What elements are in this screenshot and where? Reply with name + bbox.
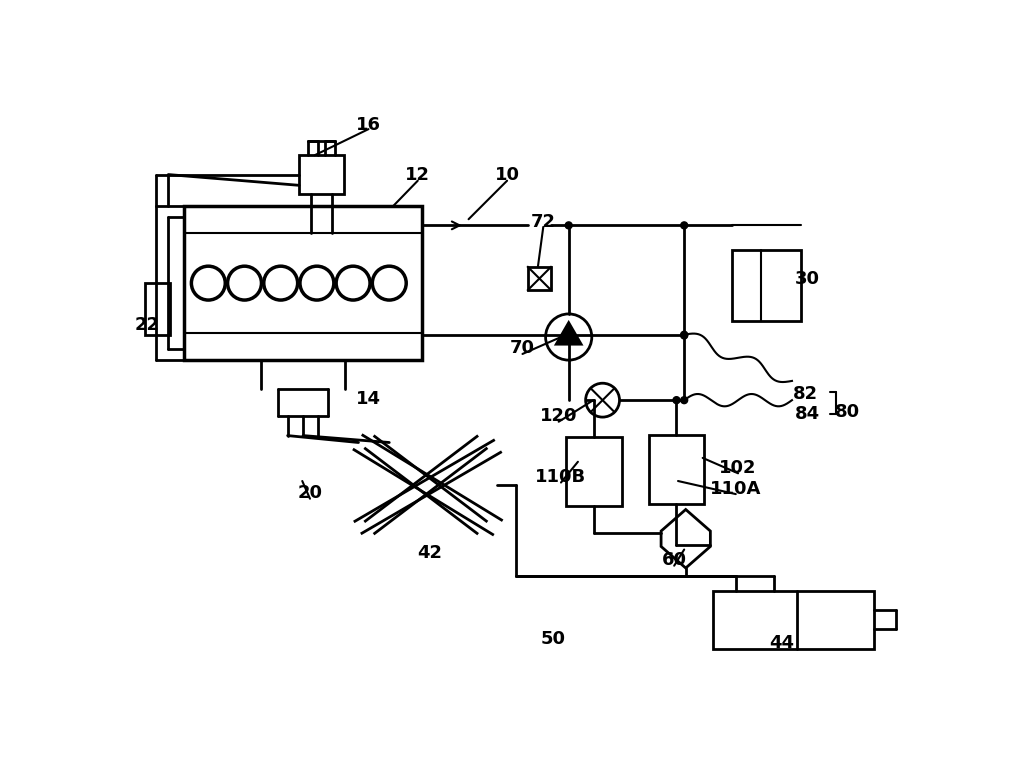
Circle shape [565, 332, 572, 339]
Text: 110A: 110A [710, 480, 761, 498]
Text: 50: 50 [541, 630, 565, 648]
Text: 102: 102 [719, 459, 757, 477]
Text: 30: 30 [795, 270, 820, 287]
Text: 72: 72 [530, 213, 556, 230]
Circle shape [681, 222, 688, 229]
Text: 82: 82 [792, 385, 818, 403]
Circle shape [673, 397, 680, 404]
Bar [566, 437, 622, 506]
Bar [713, 591, 874, 649]
Text: 20: 20 [298, 484, 322, 502]
Text: 70: 70 [510, 339, 535, 357]
Text: 10: 10 [494, 167, 519, 184]
Text: 110B: 110B [536, 468, 586, 486]
Text: 120: 120 [540, 406, 578, 425]
Text: 44: 44 [769, 634, 794, 652]
Text: 84: 84 [795, 405, 820, 423]
Text: 14: 14 [356, 389, 381, 408]
Circle shape [565, 222, 572, 229]
Bar [732, 250, 801, 321]
Bar [299, 155, 344, 194]
Bar [145, 283, 170, 336]
Text: 16: 16 [356, 115, 381, 134]
Text: 12: 12 [405, 167, 431, 184]
Circle shape [681, 331, 688, 338]
Text: 42: 42 [417, 544, 443, 561]
Text: 22: 22 [134, 316, 160, 334]
Bar [649, 435, 705, 504]
Text: 80: 80 [835, 402, 860, 421]
Text: 60: 60 [661, 551, 687, 569]
Bar [527, 267, 551, 290]
Circle shape [681, 397, 688, 404]
Polygon shape [555, 322, 582, 345]
Circle shape [681, 332, 688, 339]
Bar [183, 206, 422, 360]
